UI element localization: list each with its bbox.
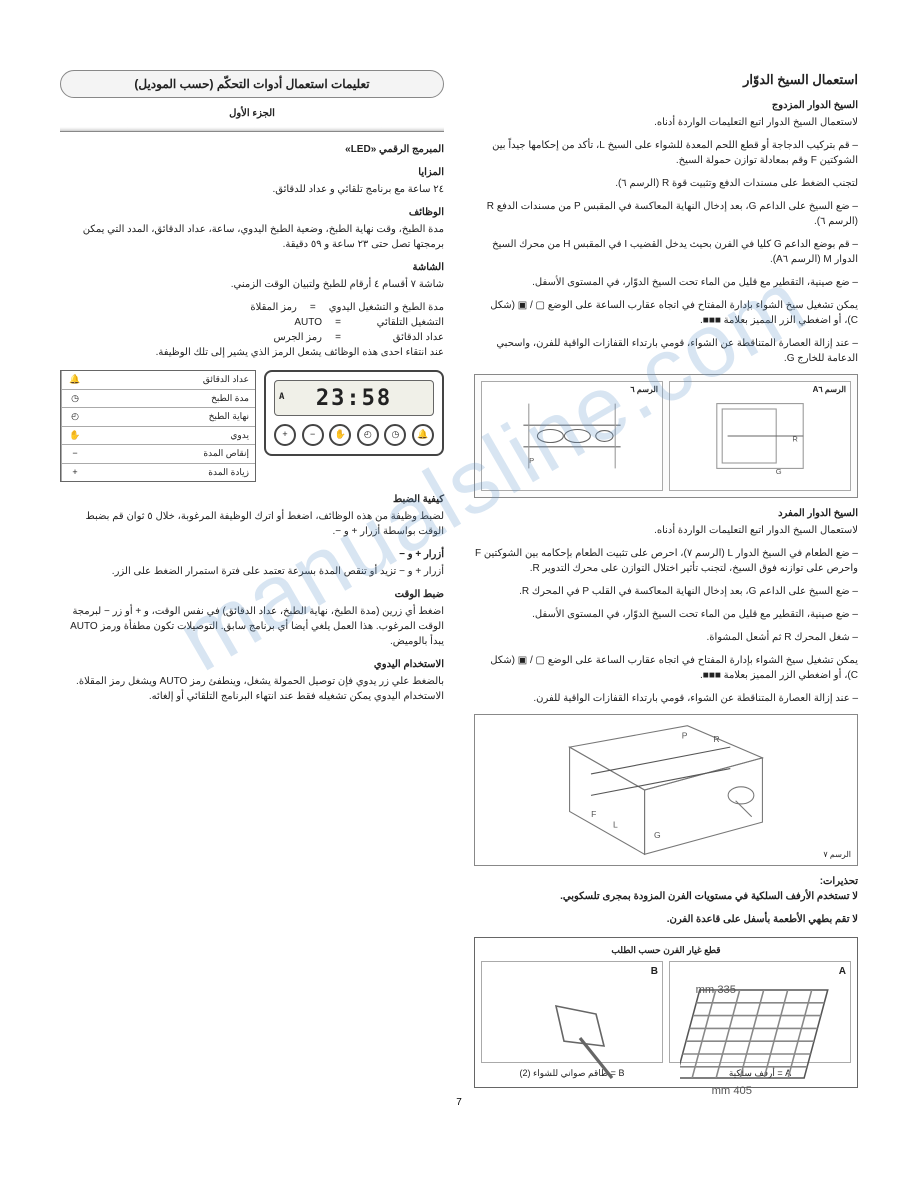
btn-end-icon: ◴ — [357, 424, 379, 446]
single-spit-heading: السيخ الدوار المفرد — [474, 506, 858, 521]
plus-icon: + — [61, 464, 88, 482]
svg-text:L: L — [613, 819, 618, 829]
svg-text:P: P — [682, 730, 688, 740]
p3: لتجنب الضغط على مسندات الدفع وتثبيت قوة … — [474, 176, 858, 191]
page-number: 7 — [456, 1097, 462, 1108]
p8: – عند إزالة العصارة المتناقطة عن الشواء،… — [474, 336, 858, 366]
functions-text: مدة الطبخ، وقت نهاية الطبخ، وضعية الطبخ … — [60, 222, 444, 252]
p6: – ضع صينية، التقطير مع قليل من الماء تحت… — [474, 275, 858, 290]
warn2: لا تقم بطهي الأطعمة بأسفل على قاعدة الفر… — [474, 912, 858, 927]
svg-text:335 mm: 335 mm — [696, 984, 736, 996]
kv2: التشغيل التلقائي = AUTO — [60, 315, 444, 330]
controls-pill: تعليمات استعمال أدوات التحكّم (حسب المود… — [60, 70, 444, 98]
display-title: الشاشة — [60, 260, 444, 275]
rotisserie-title: استعمال السيخ الدوّار — [474, 70, 858, 90]
plusminus-title: أزرار + و − — [60, 547, 444, 562]
right-column: استعمال السيخ الدوّار السيخ الدوار المزد… — [474, 70, 858, 1088]
warn1: لا تستخدم الأرفف السلكية في مستويات الفر… — [474, 889, 858, 904]
hand-icon: ✋ — [61, 427, 88, 445]
p7: يمكن تشغيل سيخ الشواء بإدارة المفتاح في … — [474, 298, 858, 328]
lcd-unit: A 23:58 🔔 ◷ ◴ ✋ − + — [264, 370, 444, 456]
figure-6: الرسم ٦ P — [481, 381, 663, 491]
fig6a-label: الرسم A٦ — [813, 384, 846, 396]
svg-text:405 mm: 405 mm — [712, 1085, 752, 1097]
left-column: تعليمات استعمال أدوات التحكّم (حسب المود… — [60, 70, 444, 1088]
p13: – شغل المحرك R ثم أشعل المشواة. — [474, 630, 858, 645]
display1: شاشة ٧ أقسام ٤ أرقام للطبخ ولتبيان الوقت… — [60, 277, 444, 292]
parts-box: قطع غيار الفرن حسب الطلب A — [474, 937, 858, 1088]
figure-7: R P L G F الرسم ٧ — [474, 714, 858, 866]
btn-duration-icon: ◷ — [384, 424, 406, 446]
svg-text:F: F — [591, 808, 596, 818]
divider — [60, 127, 444, 132]
lcd-auto-indicator: A — [279, 391, 286, 405]
display-note: عند انتقاء احدى هذه الوظائف يشعل الرمز ا… — [60, 345, 444, 360]
p15: – عند إزالة العصارة المتناقطة عن الشواء،… — [474, 691, 858, 706]
kv3: عداد الدقائق = رمز الجرس — [60, 330, 444, 345]
settime-text: اضغط أي زرين (مدة الطبخ، نهاية الطبخ، عد… — [60, 604, 444, 649]
fig7-label: الرسم ٧ — [823, 849, 851, 861]
end-icon: ◴ — [61, 408, 88, 426]
p4: – ضع السيخ على الداعم G، بعد إدخال النها… — [474, 199, 858, 229]
advantages-text: ٢٤ ساعة مع برنامج تلقائي و عداد للدقائق. — [60, 182, 444, 197]
p2: – قم بتركيب الدجاجة أو قطع اللحم المعدة … — [474, 138, 858, 168]
svg-text:G: G — [776, 466, 782, 475]
p11: – ضع السيخ على الداعم G، بعد إدخال النها… — [474, 584, 858, 599]
svg-text:R: R — [792, 434, 798, 443]
parts-header: قطع غيار الفرن حسب الطلب — [481, 944, 851, 958]
plusminus-text: أزرار + و − تزيد أو تنقص المدة بسرعة تعت… — [60, 564, 444, 579]
advantages-title: المزايا — [60, 165, 444, 180]
p10: – ضع الطعام في السيخ الدوار L (الرسم ٧)،… — [474, 546, 858, 576]
btn-hand-icon: ✋ — [329, 424, 351, 446]
manual-title: الاستخدام اليدوي — [60, 657, 444, 672]
duration-icon: ◷ — [61, 390, 88, 408]
part-a-cell: A — [669, 961, 851, 1063]
setmode-title: كيفية الضبط — [60, 492, 444, 507]
btn-plus-icon: + — [274, 424, 296, 446]
manual-text: بالضغط علي زر يدوي فإن توصيل الحمولة يشغ… — [60, 674, 444, 704]
svg-text:G: G — [654, 830, 661, 840]
p5: – قم بوضع الداعم G كليا في الفرن بحيث يد… — [474, 237, 858, 267]
figure-6a: الرسم A٦ G R — [669, 381, 851, 491]
led-programmer-label: المبرمج الرقمي «LED» — [60, 142, 444, 157]
settime-title: ضبط الوقت — [60, 587, 444, 602]
lcd-time: 23:58 — [316, 382, 392, 415]
bell-icon: 🔔 — [61, 371, 88, 389]
fig6-label: الرسم ٦ — [630, 384, 658, 396]
legend-table: عداد الدقائق🔔 مدة الطبخ◷ نهاية الطبخ◴ يد… — [60, 370, 256, 482]
warnings-title: تحذيرات: — [474, 874, 858, 889]
functions-title: الوظائف — [60, 205, 444, 220]
minus-icon: − — [61, 445, 88, 463]
figure-6-box: الرسم A٦ G R الرسم ٦ — [474, 374, 858, 498]
kv1: مدة الطبخ و التشغيل اليدوي = رمز المقلاة — [60, 300, 444, 315]
part-b-cell: B — [481, 961, 663, 1063]
p9: لاستعمال السيخ الدوار اتبع التعليمات الو… — [474, 523, 858, 538]
part-one-heading: الجزء الأول — [60, 106, 444, 121]
btn-minus-icon: − — [302, 424, 324, 446]
p1: لاستعمال السيخ الدوار اتبع التعليمات الو… — [474, 115, 858, 130]
double-spit-heading: السيخ الدوار المزدوج — [474, 98, 858, 113]
lcd-row: A 23:58 🔔 ◷ ◴ ✋ − + عداد الدقائق🔔 مدة ال… — [60, 370, 444, 482]
p12: – ضع صينية، التقطير مع قليل من الماء تحت… — [474, 607, 858, 622]
setmode-text: لضبط وظيفة من هذه الوظائف، اضغط أو اترك … — [60, 509, 444, 539]
btn-bell-icon: 🔔 — [412, 424, 434, 446]
svg-text:R: R — [713, 733, 719, 743]
svg-text:P: P — [529, 456, 534, 465]
p14: يمكن تشغيل سيخ الشواء بإدارة المفتاح في … — [474, 653, 858, 683]
lcd-display: A 23:58 — [274, 380, 434, 416]
